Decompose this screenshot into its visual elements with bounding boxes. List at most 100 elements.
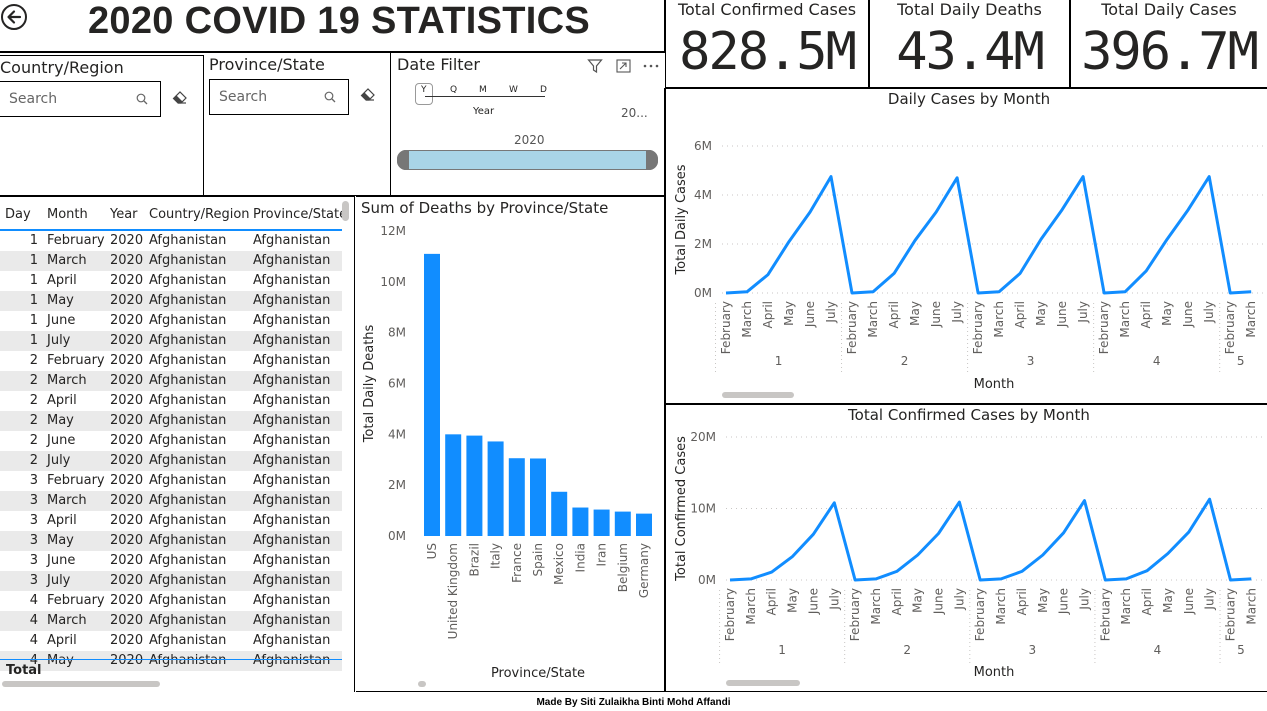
country-search-input[interactable]: Search <box>0 81 161 117</box>
table-row[interactable]: 3 February 2020 Afghanistan Afghanistan <box>0 471 342 491</box>
province-slicer: Province/State Search <box>204 53 391 196</box>
table-cell: 2020 <box>110 553 144 568</box>
level-m-label[interactable]: M <box>479 85 487 95</box>
table-row[interactable]: 4 March 2020 Afghanistan Afghanistan <box>0 611 342 631</box>
x-tick-label: March <box>869 588 883 625</box>
x-tick-label: France <box>510 543 524 583</box>
y-tick-label: 0M <box>698 573 716 587</box>
bar <box>424 253 440 536</box>
table-horizontal-scrollbar[interactable] <box>2 681 160 687</box>
search-icon <box>136 93 148 105</box>
x-group-label: 5 <box>1237 354 1245 368</box>
level-year-button[interactable] <box>415 83 433 105</box>
table-row[interactable]: 4 April 2020 Afghanistan Afghanistan <box>0 631 342 651</box>
y-tick-label: 8M <box>388 326 406 340</box>
level-d-label[interactable]: D <box>540 85 547 95</box>
more-options-icon[interactable] <box>643 64 659 68</box>
table-row[interactable]: 3 July 2020 Afghanistan Afghanistan <box>0 571 342 591</box>
table-row[interactable]: 3 June 2020 Afghanistan Afghanistan <box>0 551 342 571</box>
table-cell: 4 <box>29 653 38 668</box>
slider-handle-end[interactable] <box>646 150 658 170</box>
table-cell: 3 <box>29 513 38 528</box>
level-w-label[interactable]: W <box>509 85 518 95</box>
table-row[interactable]: 3 May 2020 Afghanistan Afghanistan <box>0 531 342 551</box>
table-row[interactable]: 2 April 2020 Afghanistan Afghanistan <box>0 391 342 411</box>
table-cell: 4 <box>29 633 38 648</box>
table-cell: 2020 <box>110 453 144 468</box>
clear-selections-icon[interactable] <box>360 88 376 102</box>
x-tick-label: February <box>719 301 733 354</box>
table-cell: 2020 <box>110 233 144 248</box>
x-tick-label: April <box>887 301 901 328</box>
table-row[interactable]: 1 May 2020 Afghanistan Afghanistan <box>0 291 342 311</box>
column-header[interactable]: Day <box>5 207 31 222</box>
table-row[interactable]: 2 July 2020 Afghanistan Afghanistan <box>0 451 342 471</box>
table-cell: Afghanistan <box>253 433 331 448</box>
clear-selections-icon[interactable] <box>172 91 188 105</box>
table-cell: Afghanistan <box>253 253 331 268</box>
y-tick-label: 10M <box>380 275 406 289</box>
level-track <box>425 96 545 97</box>
table-cell: July <box>47 453 71 468</box>
x-tick-label: March <box>866 301 880 338</box>
table-cell: 2020 <box>110 413 144 428</box>
table-cell: 4 <box>29 613 38 628</box>
table-cell: March <box>47 613 87 628</box>
table-cell: March <box>47 373 87 388</box>
province-search-input[interactable]: Search <box>209 79 349 115</box>
table-row[interactable]: 4 May 2020 Afghanistan Afghanistan <box>0 651 342 671</box>
series-line <box>729 497 1252 582</box>
back-button[interactable] <box>0 2 30 32</box>
y-tick-label: 2M <box>388 478 406 492</box>
table-cell: 2 <box>29 453 38 468</box>
table-row[interactable]: 1 March 2020 Afghanistan Afghanistan <box>0 251 342 271</box>
table-row[interactable]: 1 June 2020 Afghanistan Afghanistan <box>0 311 342 331</box>
kpi-label: Total Daily Deaths <box>897 0 1042 19</box>
table-cell: May <box>47 293 74 308</box>
range-end-label: 20... <box>621 106 648 120</box>
table-row[interactable]: 2 March 2020 Afghanistan Afghanistan <box>0 371 342 391</box>
table-row[interactable]: 3 April 2020 Afghanistan Afghanistan <box>0 511 342 531</box>
kpi-label: Total Daily Cases <box>1101 0 1237 19</box>
table-row[interactable]: 1 July 2020 Afghanistan Afghanistan <box>0 331 342 351</box>
chart-scrollbar[interactable] <box>418 681 426 687</box>
table-cell: Afghanistan <box>253 413 331 428</box>
column-header[interactable]: Year <box>110 207 138 222</box>
table-cell: February <box>47 233 105 248</box>
table-vertical-scrollbar[interactable] <box>342 201 349 221</box>
date-range-slider[interactable] <box>397 150 658 170</box>
table-cell: Afghanistan <box>253 333 331 348</box>
x-tick-label: Spain <box>531 543 545 577</box>
table-cell: 3 <box>29 573 38 588</box>
bar <box>636 513 652 536</box>
x-tick-label: June <box>803 301 817 328</box>
table-cell: 2020 <box>110 353 144 368</box>
level-q-label[interactable]: Q <box>450 85 458 95</box>
x-tick-label: United Kingdom <box>446 543 460 639</box>
table-cell: 2020 <box>110 253 144 268</box>
deaths-by-province-chart: Sum of Deaths by Province/State 0M 2M 4M 6M 8… <box>356 196 665 692</box>
y-tick-label: 10M <box>690 502 716 516</box>
table-row[interactable]: 3 March 2020 Afghanistan Afghanistan <box>0 491 342 511</box>
table-row[interactable]: 2 June 2020 Afghanistan Afghanistan <box>0 431 342 451</box>
column-header[interactable]: Country/Region <box>149 207 250 222</box>
table-row[interactable]: 1 February 2020 Afghanistan Afghanistan <box>0 231 342 251</box>
slider-handle-start[interactable] <box>397 150 409 170</box>
x-tick-label: July <box>1077 588 1091 611</box>
table-row[interactable]: 4 February 2020 Afghanistan Afghanistan <box>0 591 342 611</box>
x-tick-label: May <box>1160 301 1174 326</box>
x-tick-label: March <box>1244 301 1258 338</box>
chart-scrollbar[interactable] <box>726 680 800 686</box>
kpi-total-daily-cases: Total Daily Cases 396.7M <box>1071 0 1267 88</box>
table-cell: Afghanistan <box>149 413 227 428</box>
column-header[interactable]: Province/State <box>253 207 348 222</box>
table-row[interactable]: 2 February 2020 Afghanistan Afghanistan <box>0 351 342 371</box>
table-row[interactable]: 2 May 2020 Afghanistan Afghanistan <box>0 411 342 431</box>
filter-icon[interactable] <box>587 58 603 74</box>
x-tick-label: March <box>994 588 1008 625</box>
column-header[interactable]: Month <box>47 207 88 222</box>
x-tick-label: May <box>782 301 796 326</box>
table-row[interactable]: 1 April 2020 Afghanistan Afghanistan <box>0 271 342 291</box>
chart-scrollbar[interactable] <box>722 392 794 398</box>
focus-mode-icon[interactable] <box>616 59 631 73</box>
